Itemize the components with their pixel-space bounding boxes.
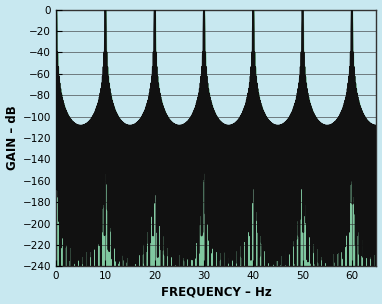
X-axis label: FREQUENCY – Hz: FREQUENCY – Hz [161,285,272,299]
Y-axis label: GAIN – dB: GAIN – dB [6,105,19,170]
